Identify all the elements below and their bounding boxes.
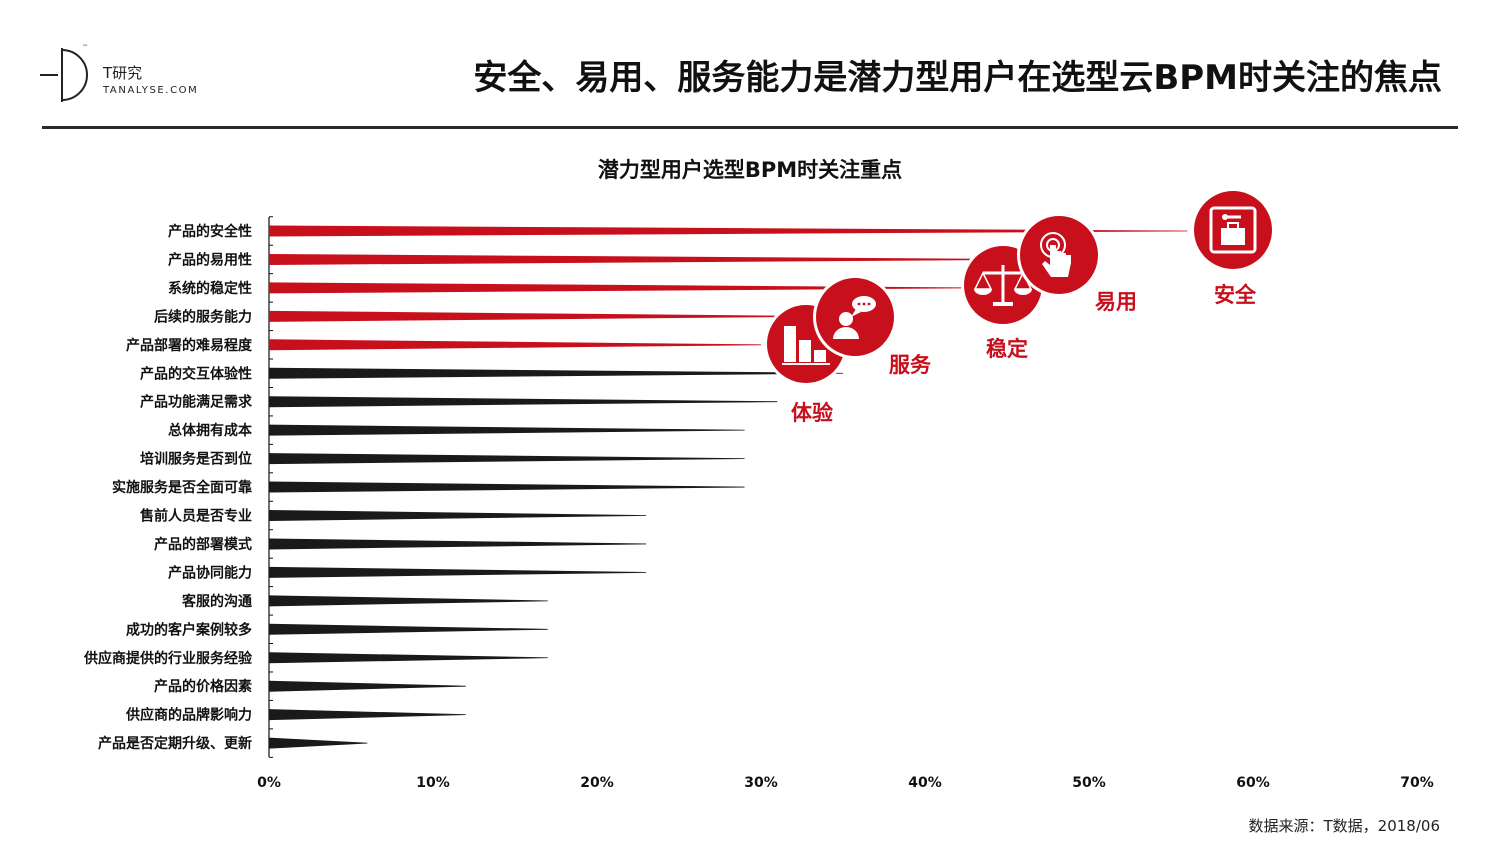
icon-handle (1227, 222, 1239, 230)
bar (269, 481, 745, 493)
bar (269, 680, 466, 692)
bar (269, 510, 647, 521)
category-label: 产品的部署模式 (154, 536, 252, 553)
category-label: 产品的易用性 (168, 251, 252, 268)
icon-body (833, 327, 859, 339)
data-source-note: 数据来源：T数据，2018/06 (1248, 817, 1440, 835)
category-label: 产品协同能力 (168, 564, 252, 581)
bar (269, 396, 778, 408)
page-title: 安全、易用、服务能力是潜力型用户在选型云BPM时关注的焦点 (473, 58, 1442, 98)
x-tick-label: 30% (744, 775, 778, 791)
header-divider (42, 126, 1458, 129)
bar (269, 310, 811, 322)
badge-circle (816, 278, 894, 356)
trademark-mark: ™ (82, 44, 88, 51)
category-label: 供应商提供的行业服务经验 (83, 650, 253, 667)
callout-label: 体验 (791, 401, 833, 425)
category-label: 产品功能满足需求 (140, 394, 253, 411)
bar (269, 282, 975, 294)
brand-logo (40, 48, 88, 102)
icon-key-blade (1227, 215, 1241, 219)
bar (269, 367, 843, 379)
icon-frame (1209, 206, 1257, 254)
chart-title: 潜力型用户选型BPM时关注重点 (597, 158, 903, 182)
icon-bubble-tail (851, 309, 861, 317)
category-label: 总体拥有成本 (168, 422, 253, 439)
luggage-security-icon (1191, 188, 1275, 272)
category-label: 培训服务是否到位 (140, 451, 252, 468)
bar (269, 566, 647, 578)
x-tick-label: 60% (1236, 775, 1270, 791)
category-label: 系统的稳定性 (168, 280, 252, 297)
icon-finger (1042, 245, 1071, 277)
x-tick-label: 0% (257, 775, 281, 791)
icon-left-pan (974, 289, 992, 295)
category-label: 实施服务是否全面可靠 (112, 479, 252, 496)
icon-head (839, 312, 853, 326)
x-tick-label: 50% (1072, 775, 1106, 791)
category-label: 供应商的品牌影响力 (125, 707, 252, 724)
bar (269, 339, 761, 351)
category-label: 产品的价格因素 (154, 678, 252, 695)
icon-key (1222, 214, 1228, 220)
brand-name: T研究 (103, 64, 143, 82)
bar (269, 424, 745, 436)
customer-service-chat-icon (813, 275, 897, 359)
category-label: 产品是否定期升级、更新 (98, 735, 252, 752)
bar (269, 652, 548, 664)
bar (269, 623, 548, 635)
callout-label: 安全 (1214, 283, 1257, 307)
x-tick-label: 70% (1400, 775, 1434, 791)
x-tick-label: 20% (580, 775, 614, 791)
icon-bubble-dot (867, 302, 871, 306)
x-tick-label: 10% (416, 775, 450, 791)
bar (269, 253, 1024, 265)
touch-finger-icon (1017, 213, 1101, 297)
icon-bag (1221, 228, 1245, 245)
icon-base (993, 302, 1013, 306)
category-label: 产品的交互体验性 (140, 365, 252, 382)
icon-right-pan (1014, 289, 1032, 295)
icon-block-3 (814, 350, 826, 362)
icon-bubble-dot (862, 302, 866, 306)
category-label: 客服的沟通 (181, 593, 252, 610)
icon-block-1 (784, 326, 796, 362)
bar (269, 538, 647, 550)
bar (269, 737, 368, 749)
bar (269, 225, 1188, 237)
category-label: 产品的安全性 (168, 223, 252, 240)
callout-label: 易用 (1095, 290, 1137, 314)
icon-block-2 (799, 340, 811, 362)
brand-site: TANALYSE.COM (103, 85, 199, 96)
category-label: 产品部署的难易程度 (126, 337, 253, 354)
callout-label: 服务 (889, 353, 932, 377)
category-label: 售前人员是否专业 (139, 508, 252, 525)
bar (269, 453, 745, 465)
callout-label: 稳定 (986, 337, 1028, 361)
icon-bubble-dot (857, 302, 861, 306)
bar (269, 595, 548, 607)
category-label: 成功的客户案例较多 (126, 621, 252, 638)
x-tick-label: 40% (908, 775, 942, 791)
bar (269, 709, 466, 721)
category-label: 后续的服务能力 (154, 308, 252, 325)
